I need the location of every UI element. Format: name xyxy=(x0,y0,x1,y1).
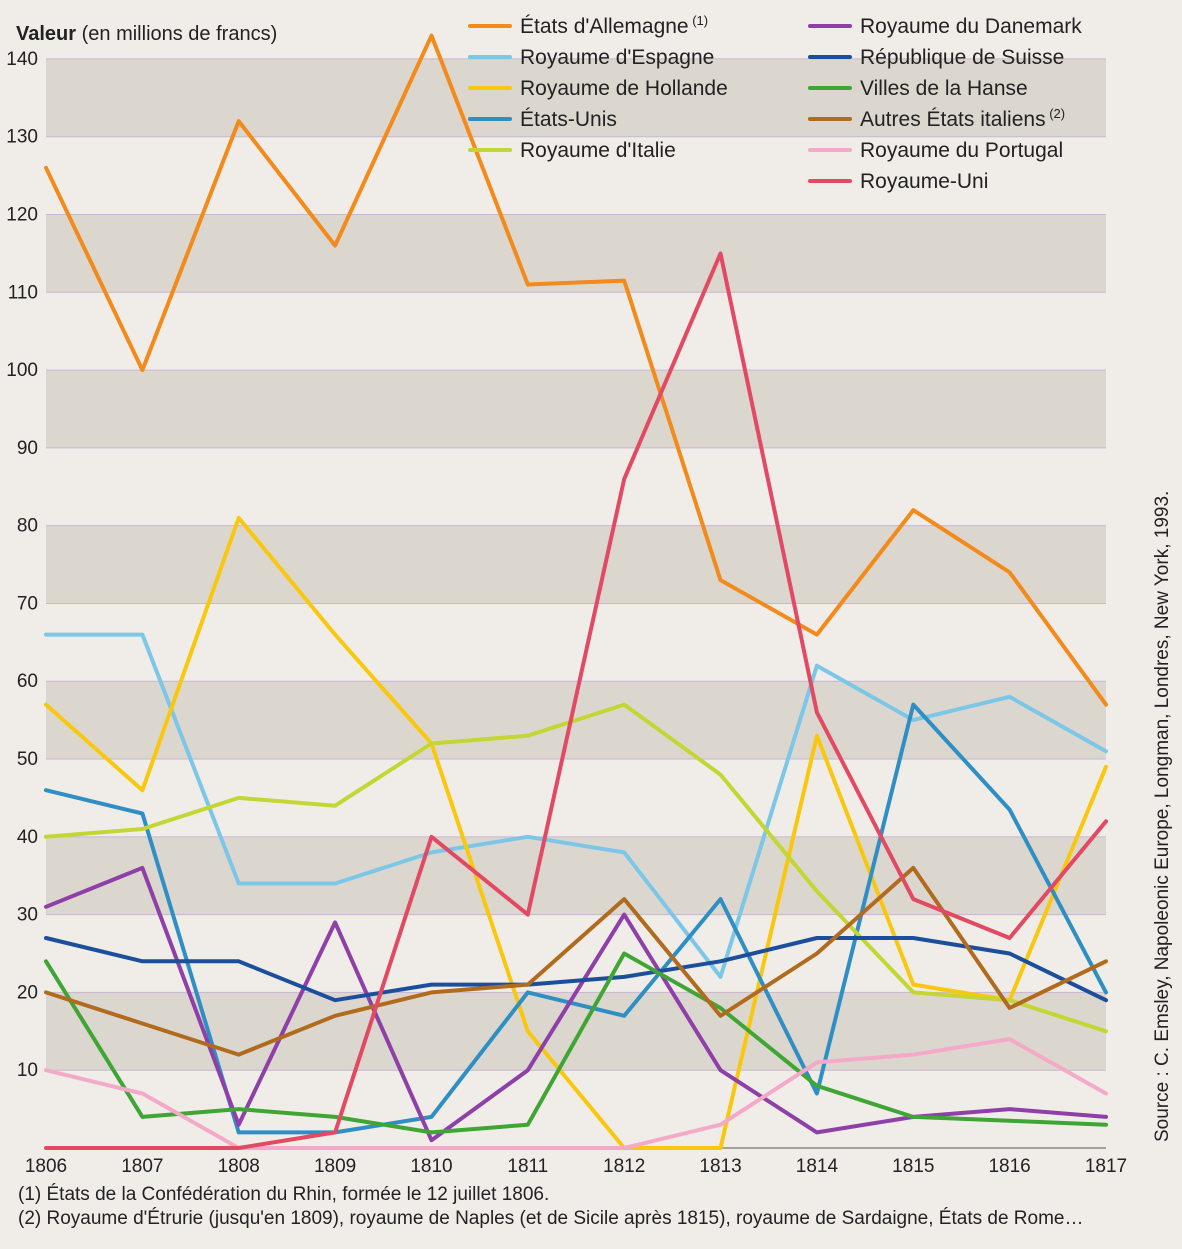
x-tick-label: 1809 xyxy=(314,1156,356,1177)
x-tick-label: 1812 xyxy=(603,1156,645,1177)
legend-label: Royaume de Hollande xyxy=(520,77,728,100)
x-tick-label: 1815 xyxy=(892,1156,934,1177)
y-tick-label: 50 xyxy=(17,749,38,770)
legend-label: Royaume d'Espagne xyxy=(520,46,714,69)
y-tick-label: 60 xyxy=(17,671,38,692)
y-tick-label: 130 xyxy=(6,127,38,148)
legend-label: États d'Allemagne (1) xyxy=(520,13,708,38)
legend-label: Autres États italiens (2) xyxy=(860,106,1065,131)
y-tick-label: 120 xyxy=(6,204,38,225)
y-axis-title: Valeur (en millions de francs) xyxy=(16,23,277,45)
x-tick-label: 1816 xyxy=(988,1156,1030,1177)
y-tick-label: 70 xyxy=(17,593,38,614)
legend-label: Villes de la Hanse xyxy=(860,77,1028,100)
source-credit: Source : C. Emsley, Napoleonic Europe, L… xyxy=(1152,491,1173,1142)
y-tick-label: 100 xyxy=(6,360,38,381)
y-tick-label: 30 xyxy=(17,905,38,926)
y-tick-label: 110 xyxy=(8,282,38,303)
legend-label: Royaume d'Italie xyxy=(520,139,676,162)
y-tick-label: 80 xyxy=(17,516,38,537)
y-tick-label: 10 xyxy=(17,1060,38,1081)
x-tick-label: 1811 xyxy=(507,1156,548,1177)
y-tick-label: 20 xyxy=(17,982,38,1003)
trade-line-chart: 10 20 30 40 50 60 70 80 90 100 110 120 130 140 1806 180… xyxy=(0,0,1182,1249)
x-tick-label: 1814 xyxy=(796,1156,839,1177)
x-tick-label: 1810 xyxy=(410,1156,452,1177)
y-tick-label: 90 xyxy=(17,438,38,459)
y-tick-label: 40 xyxy=(17,827,38,848)
grid-band xyxy=(46,526,1106,604)
legend-label: République de Suisse xyxy=(860,46,1064,69)
x-tick-label: 1813 xyxy=(699,1156,741,1177)
footnote: (1) États de la Confédération du Rhin, f… xyxy=(18,1184,549,1205)
x-tick-label: 1807 xyxy=(121,1156,163,1177)
legend-label: Royaume-Uni xyxy=(860,170,988,193)
x-tick-label: 1806 xyxy=(25,1156,67,1177)
legend-label: Royaume du Portugal xyxy=(860,139,1063,162)
footnote: (2) Royaume d'Étrurie (jusqu'en 1809), r… xyxy=(18,1208,1083,1229)
x-tick-label: 1808 xyxy=(218,1156,260,1177)
grid-band xyxy=(46,837,1106,915)
y-tick-label: 140 xyxy=(6,49,38,70)
x-tick-label: 1817 xyxy=(1085,1156,1127,1177)
grid-band xyxy=(46,370,1106,448)
legend-label: États-Unis xyxy=(520,108,617,131)
legend-label: Royaume du Danemark xyxy=(860,15,1082,38)
